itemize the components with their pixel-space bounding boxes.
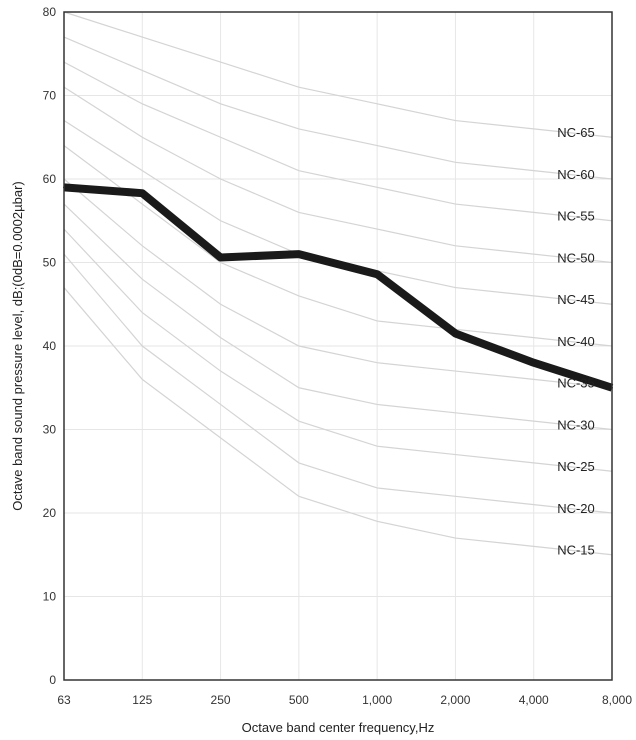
nc-curve-line — [63, 36, 613, 180]
nc-curve-label: NC-35 — [557, 376, 595, 391]
data-point — [141, 192, 144, 195]
nc-curves — [63, 11, 613, 556]
nc-curve-line — [63, 287, 613, 556]
nc-curve-line — [63, 253, 613, 514]
data-point — [219, 256, 222, 259]
y-tick-label: 10 — [43, 590, 57, 604]
nc-curve-label: NC-60 — [557, 167, 595, 182]
nc-curve-line — [63, 178, 613, 389]
plot-frame — [63, 11, 613, 681]
x-tick-label: 1,000 — [362, 693, 392, 707]
y-tick-label: 50 — [43, 256, 57, 270]
y-tick-labels: 0 10 20 30 40 50 60 70 80 — [43, 5, 57, 687]
measured-spectrum-line — [63, 183, 614, 392]
x-tick-label: 4,000 — [519, 693, 549, 707]
nc-curve-label: NC-15 — [557, 543, 595, 558]
y-tick-label: 0 — [49, 673, 56, 687]
y-axis-title: Octave band sound pressure level, dB;(0d… — [10, 181, 25, 510]
nc-curve-label: NC-45 — [557, 292, 595, 307]
x-tick-label: 63 — [57, 693, 71, 707]
data-point — [532, 361, 535, 364]
nc-curve-label: NC-50 — [557, 250, 595, 265]
nc-curve-line — [63, 145, 613, 347]
y-tick-label: 80 — [43, 5, 57, 19]
nc-curve-label: NC-55 — [557, 209, 595, 224]
y-tick-label: 20 — [43, 506, 57, 520]
y-tick-label: 30 — [43, 423, 57, 437]
y-tick-label: 40 — [43, 339, 57, 353]
x-axis-title: Octave band center frequency,Hz — [242, 720, 435, 735]
nc-curve-label: NC-30 — [557, 417, 595, 432]
nc-curve-line — [63, 86, 613, 264]
x-tick-label: 8,000 — [602, 693, 632, 707]
y-tick-label: 60 — [43, 172, 57, 186]
data-point — [297, 253, 300, 256]
x-tick-label: 125 — [132, 693, 152, 707]
nc-curve-label: NC-20 — [557, 501, 595, 516]
nc-curve-line — [63, 203, 613, 431]
x-tick-label: 2,000 — [440, 693, 470, 707]
nc-curve-label: NC-40 — [557, 334, 595, 349]
nc-curve-line — [63, 228, 613, 472]
nc-curve-line — [63, 11, 613, 138]
x-tick-labels: 63 125 250 500 1,000 2,000 4,000 8,000 — [57, 693, 632, 707]
data-point — [376, 273, 379, 276]
nc-curve-labels: NC-65 NC-60 NC-55 NC-50 NC-45 NC-40 NC-35 NC-30… — [557, 125, 595, 558]
data-series — [63, 183, 614, 392]
nc-curve-label: NC-25 — [557, 459, 595, 474]
x-tick-label: 500 — [289, 693, 309, 707]
nc-curve-label: NC-65 — [557, 125, 595, 140]
grid — [63, 11, 613, 681]
y-tick-label: 70 — [43, 89, 57, 103]
x-tick-label: 250 — [211, 693, 231, 707]
nc-curve-line — [63, 61, 613, 222]
data-point — [454, 332, 457, 335]
